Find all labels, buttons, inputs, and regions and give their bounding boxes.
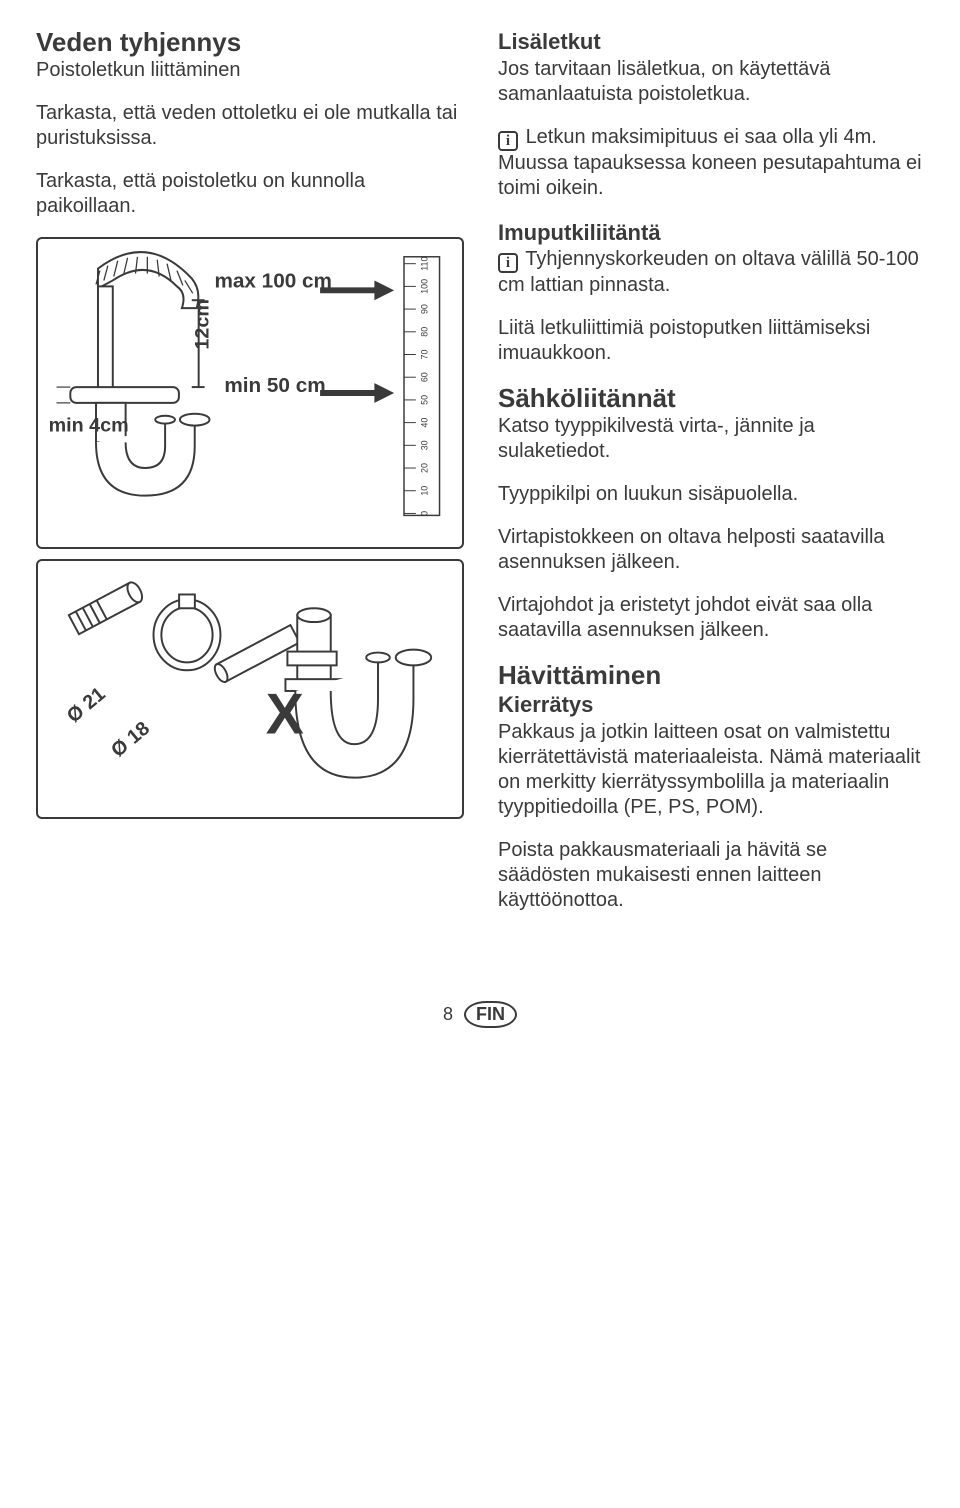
ruler-10: 10 xyxy=(420,486,430,496)
paragraph-sahko: Katso tyyppikilvestä virta-, jännite ja … xyxy=(498,414,924,464)
paragraph-letkunmax: i Letkun maksimipituus ei saa olla yli 4… xyxy=(498,125,924,201)
ruler-40: 40 xyxy=(420,418,430,428)
heading-lisaletkut: Lisäletkut xyxy=(498,28,924,57)
label-d21: Ø 21 xyxy=(63,683,110,727)
label-12cm: 12cm xyxy=(192,299,214,349)
label-x: X xyxy=(266,682,304,746)
label-max100: max 100 cm xyxy=(214,269,332,292)
page-number: 8 xyxy=(443,1004,453,1024)
paragraph-virta1: Virtapistokkeen on oltava helposti saata… xyxy=(498,525,924,575)
language-badge: FIN xyxy=(464,1001,517,1028)
info-icon: i xyxy=(498,253,518,273)
ruler-110: 110 xyxy=(420,256,430,270)
paragraph-check1: Tarkasta, että veden ottoletku ei ole mu… xyxy=(36,101,466,151)
ruler-80: 80 xyxy=(420,327,430,337)
ruler-0: 0 xyxy=(420,511,430,516)
heading-veden: Veden tyhjennys xyxy=(36,28,466,58)
paragraph-poista: Poista pakkausmateriaali ja hävitä se sä… xyxy=(498,838,924,913)
paragraph-liita: Liitä letkuliittimiä poistoputken liittä… xyxy=(498,316,924,366)
ruler-20: 20 xyxy=(420,463,430,473)
heading-havittaminen: Hävittäminen xyxy=(498,661,924,691)
paragraph-virta2: Virtajohdot ja eristetyt johdot eivät sa… xyxy=(498,593,924,643)
label-min50: min 50 cm xyxy=(224,374,325,397)
figure-siphon-connection: X Ø 21 Ø 18 xyxy=(36,559,464,819)
ruler-60: 60 xyxy=(420,372,430,382)
paragraph-lisaletkut: Jos tarvitaan lisäletkua, on käytettävä … xyxy=(498,57,924,107)
subheading-poistoletkun: Poistoletkun liittäminen xyxy=(36,58,466,83)
paragraph-check2: Tarkasta, että poistoletku on kunnolla p… xyxy=(36,169,466,219)
ruler-90: 90 xyxy=(420,304,430,314)
ruler-100: 100 xyxy=(420,279,430,294)
ruler-50: 50 xyxy=(420,395,430,405)
figure-drain-height: 0 10 20 30 40 50 60 70 80 90 100 110 xyxy=(36,237,464,549)
ruler-70: 70 xyxy=(420,349,430,359)
paragraph-kierratys: Pakkaus ja jotkin laitteen osat on valmi… xyxy=(498,720,924,820)
label-min4: min 4cm xyxy=(49,414,129,436)
page-footer: 8 FIN xyxy=(36,1001,924,1028)
ruler-30: 30 xyxy=(420,440,430,450)
subheading-kierratys: Kierrätys xyxy=(498,691,924,720)
heading-sahkoliitannat: Sähköliitännät xyxy=(498,384,924,414)
paragraph-tyyppikilpi: Tyyppikilpi on luukun sisäpuolella. xyxy=(498,482,924,507)
info-icon: i xyxy=(498,131,518,151)
heading-imuputkiliitanta: Imuputkiliitäntä xyxy=(498,219,924,248)
paragraph-imu: i Tyhjennyskorkeuden on oltava välillä 5… xyxy=(498,247,924,298)
label-d18: Ø 18 xyxy=(107,717,154,761)
